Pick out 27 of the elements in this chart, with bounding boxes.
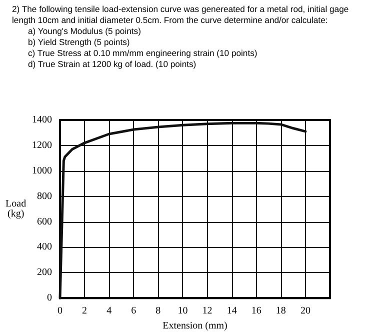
x-axis-title: Extension (mm): [162, 320, 228, 332]
x-tick-label: 16: [251, 306, 262, 317]
x-tick-label: 18: [276, 306, 286, 317]
text: d) True Strain at 1200 kg of load. (10 points): [28, 59, 198, 70]
y-tick-label: 800: [37, 190, 52, 202]
x-tick-label: 10: [178, 306, 188, 317]
x-tick-label: 14: [226, 306, 237, 317]
x-tick-label: 12: [202, 306, 212, 317]
y-tick-label: 1400: [32, 114, 52, 126]
chart-title: 2) The following tensile load-extension curve was genereated for a metal rod, initial gage length 10cm and initial diameter 0.5cm. From the curve determine and/or calculate:: [12, 4, 350, 26]
y-tick-label: 1000: [32, 165, 52, 176]
x-tick-label: 8: [156, 306, 161, 317]
text: a) Young's Modulus (5 points): [28, 26, 142, 37]
x-tick-label: 0: [58, 306, 62, 317]
y-tick-label: 400: [37, 242, 52, 253]
x-tick-label: 4: [106, 306, 112, 317]
y-tick-label: 200: [37, 267, 52, 278]
x-tick-label: 2: [82, 306, 88, 317]
y-tick-label: 600: [37, 216, 52, 228]
text: b) Yield Strength (5 points): [28, 37, 131, 48]
y-tick-label: 1200: [32, 140, 52, 151]
text: c) True Stress at 0.10 mm/mm engineering strain (10 points): [28, 48, 258, 59]
x-tick-label: 20: [300, 306, 310, 317]
y-axis-title: Load (kg): [6, 198, 26, 220]
x-tick-label: 6: [131, 306, 136, 317]
line-series: [58, 122, 307, 300]
y-tick-label: 0: [47, 292, 52, 304]
